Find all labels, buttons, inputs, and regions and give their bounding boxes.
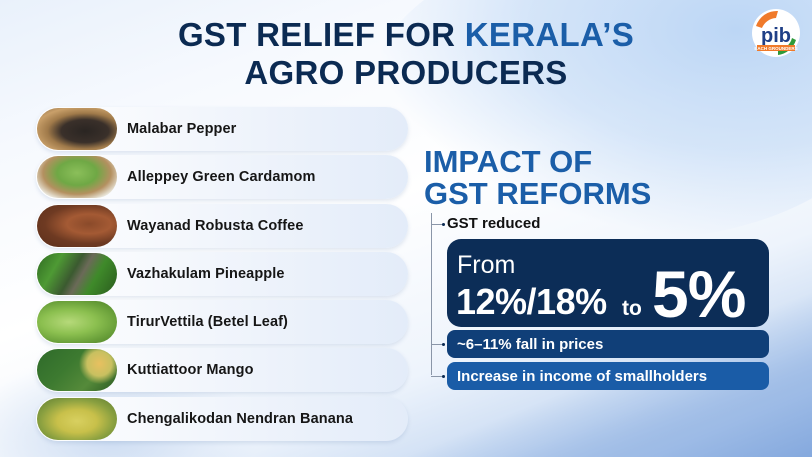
- impact-title-line-1: IMPACT OF: [424, 144, 593, 179]
- tree-branch: [431, 376, 443, 377]
- product-item-wayanad-coffee: Wayanad Robusta Coffee: [36, 203, 408, 248]
- product-label: Vazhakulam Pineapple: [127, 265, 285, 282]
- product-label: Malabar Pepper: [127, 121, 237, 137]
- product-label: Kuttiattoor Mango: [127, 362, 254, 379]
- svg-text:pib: pib: [761, 25, 791, 47]
- svg-text:EACH GROUNDERS: EACH GROUNDERS: [754, 46, 797, 51]
- pib-logo: pib EACH GROUNDERS: [748, 8, 804, 58]
- product-item-vazhakulam-pineapple: Vazhakulam Pineapple: [36, 251, 408, 296]
- rate-change-box: From 12%/18% to 5%: [447, 239, 769, 327]
- product-label: Wayanad Robusta Coffee: [127, 217, 304, 234]
- old-rates: 12%/18%: [456, 281, 607, 322]
- impact-title: IMPACT OF GST REFORMS: [424, 146, 651, 210]
- pineapple-image-icon: [37, 252, 117, 295]
- pepper-image-icon: [37, 108, 117, 150]
- coffee-image-icon: [37, 204, 117, 247]
- title-line-2: AGRO PRODUCERS: [244, 54, 568, 91]
- new-rate: 5%: [652, 257, 746, 331]
- page-title: GST RELIEF FOR KERALA’S AGRO PRODUCERS: [0, 16, 812, 92]
- tree-bullet: [442, 343, 445, 346]
- pib-logo-icon: pib EACH GROUNDERS: [752, 9, 800, 57]
- product-list: Malabar Pepper Alleppey Green Cardamom W…: [36, 107, 408, 445]
- product-item-alleppey-cardamom: Alleppey Green Cardamom: [36, 155, 408, 200]
- banana-image-icon: [37, 397, 117, 440]
- tree-branch: [431, 344, 443, 345]
- to-label: to: [622, 297, 642, 320]
- tree-connector-line: [431, 213, 432, 375]
- product-label: TirurVettila (Betel Leaf): [127, 314, 288, 331]
- title-part-highlight: KERALA’S: [464, 16, 635, 53]
- title-part-dark: GST RELIEF FOR: [177, 16, 465, 53]
- product-item-chengalikodan-banana: Chengalikodan Nendran Banana: [36, 396, 408, 441]
- tree-bullet: [442, 375, 445, 378]
- gst-reduced-label: GST reduced: [447, 215, 541, 232]
- betel-leaf-image-icon: [37, 301, 117, 344]
- from-label: From: [457, 251, 516, 279]
- impact-title-line-2: GST REFORMS: [424, 176, 652, 211]
- cardamom-image-icon: [37, 156, 117, 199]
- effect-income-increase: Increase in income of smallholders: [447, 362, 769, 390]
- product-item-malabar-pepper: Malabar Pepper: [36, 107, 408, 151]
- product-item-kuttiattoor-mango: Kuttiattoor Mango: [36, 348, 408, 393]
- tree-bullet: [442, 223, 445, 226]
- product-item-tirur-betel-leaf: TirurVettila (Betel Leaf): [36, 300, 408, 345]
- tree-branch: [431, 224, 443, 225]
- mango-image-icon: [37, 349, 117, 392]
- effect-price-fall: ~6–11% fall in prices: [447, 330, 769, 358]
- product-label: Chengalikodan Nendran Banana: [127, 410, 353, 427]
- product-label: Alleppey Green Cardamom: [127, 169, 316, 186]
